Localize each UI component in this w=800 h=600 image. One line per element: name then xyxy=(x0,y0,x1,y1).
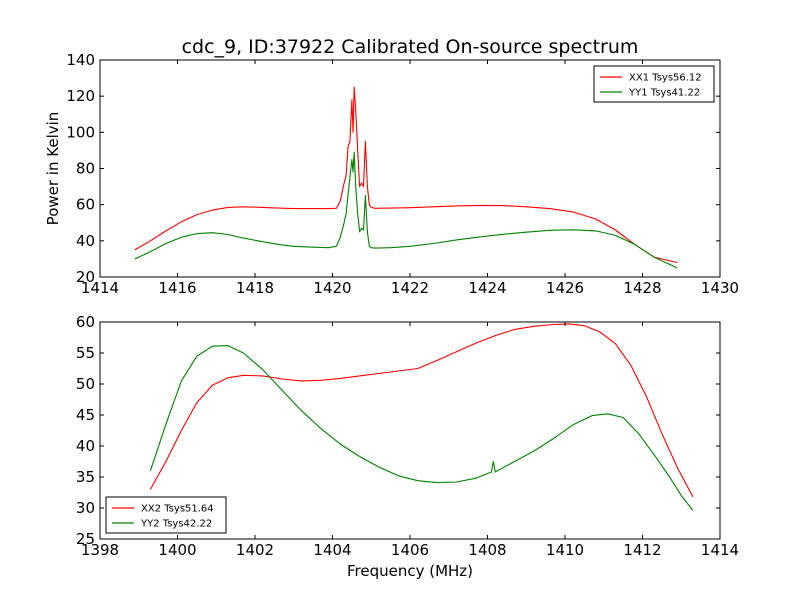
x-tick-label: 1416 xyxy=(158,279,196,297)
top-plot: 1414 1416 1418 1420 1422 1424 1426 1428 1430 20 40… xyxy=(44,51,739,297)
y-tick-label: 45 xyxy=(76,406,95,424)
y-tick-label: 40 xyxy=(76,232,95,250)
x-tick-label: 1424 xyxy=(468,279,506,297)
x-tick-label: 1420 xyxy=(313,279,351,297)
legend-entry: XX2 Tsys51.64 xyxy=(141,504,214,515)
y-tick-label: 80 xyxy=(76,160,95,178)
x-tick-label: 1412 xyxy=(623,541,661,559)
legend-entry: YY2 Tsys42.22 xyxy=(140,519,212,530)
x-tick-label: 1414 xyxy=(81,279,119,297)
y-tick-label: 120 xyxy=(66,87,95,105)
x-tick-label: 1410 xyxy=(546,541,584,559)
x-tick-label: 1422 xyxy=(391,279,429,297)
legend-0: XX1 Tsys56.12 YY1 Tsys41.22 xyxy=(593,65,715,103)
y-tick-label: 25 xyxy=(76,530,95,548)
y-tick-label: 50 xyxy=(76,375,95,393)
y-tick-label: 60 xyxy=(76,196,95,214)
x-tick-label: 1426 xyxy=(546,279,584,297)
y-tick-label: 100 xyxy=(66,123,95,141)
legend-box xyxy=(105,496,227,534)
x-tick-label: 1414 xyxy=(701,541,739,559)
series-line-1-1 xyxy=(149,345,694,511)
chart-title: cdc_9, ID:37922 Calibrated On-source spe… xyxy=(182,36,639,58)
series-line-1-0 xyxy=(149,323,694,498)
x-tick-label: 1402 xyxy=(236,541,274,559)
x-tick-label: 1404 xyxy=(313,541,351,559)
bottom-plot: 1398 1400 1402 1404 1406 1408 1410 1412 1414 25 30… xyxy=(76,313,739,580)
x-tick-label: 1428 xyxy=(623,279,661,297)
y-tick-label: 30 xyxy=(76,499,95,517)
y-tick-label: 35 xyxy=(76,468,95,486)
y-tick-label: 55 xyxy=(76,344,95,362)
series-line-0-1 xyxy=(134,151,678,269)
y-tick-label: 40 xyxy=(76,437,95,455)
y-axis-label: Power in Kelvin xyxy=(44,112,62,226)
x-tick-label: 1418 xyxy=(236,279,274,297)
x-axis-label: Frequency (MHz) xyxy=(347,562,473,580)
legend-1: XX2 Tsys51.64 YY2 Tsys42.22 xyxy=(105,496,227,534)
legend-entry: YY1 Tsys41.22 xyxy=(628,88,700,99)
x-tick-label: 1406 xyxy=(391,541,429,559)
legend-box xyxy=(593,65,715,103)
x-tick-label: 1430 xyxy=(701,279,739,297)
legend-entry: XX1 Tsys56.12 xyxy=(629,73,702,84)
y-tick-label: 140 xyxy=(66,51,95,69)
y-tick-label: 20 xyxy=(76,268,95,286)
y-tick-label: 60 xyxy=(76,313,95,331)
x-tick-label: 1400 xyxy=(158,541,196,559)
series-line-0-0 xyxy=(134,86,678,264)
x-tick-label: 1398 xyxy=(81,541,119,559)
x-tick-label: 1408 xyxy=(468,541,506,559)
